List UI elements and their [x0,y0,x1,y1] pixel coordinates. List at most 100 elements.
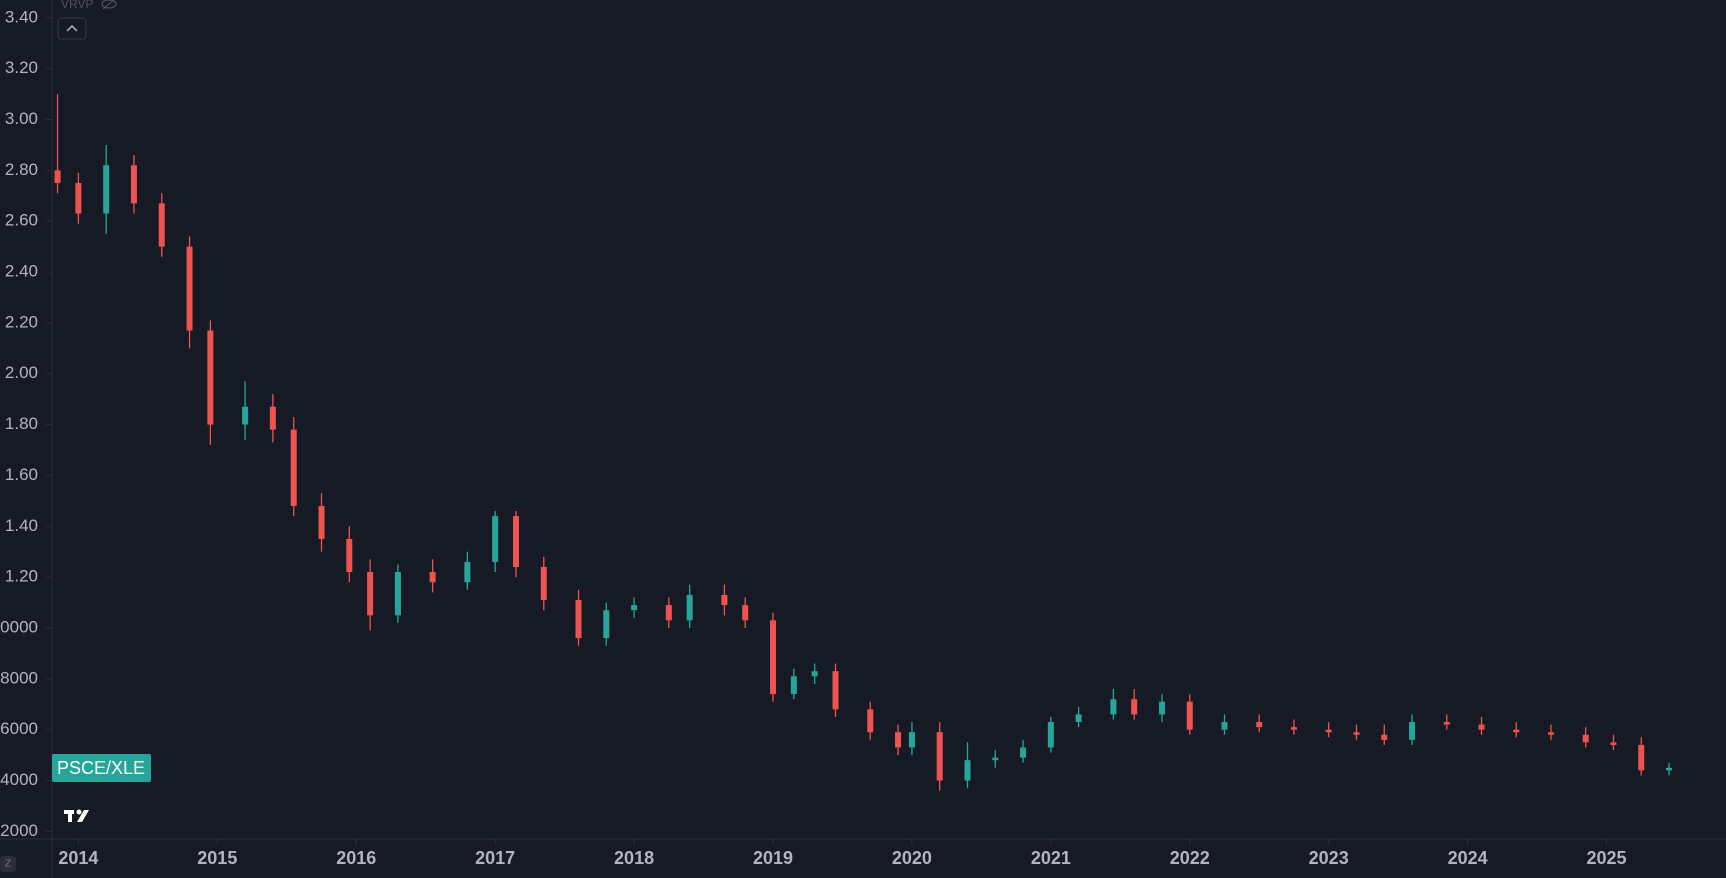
candle-body [1353,732,1360,735]
candle [512,511,519,578]
candle-body [318,505,325,539]
x-tick-label: 2019 [753,848,793,868]
x-tick-label: 2014 [58,848,98,868]
x-tick-label: 2018 [614,848,654,868]
x-tick-label: 2023 [1309,848,1349,868]
candle [575,589,582,646]
y-tick-label: 0.4000 [0,770,38,789]
symbol-label: PSCE/XLE [57,758,145,778]
candle-body [1610,742,1617,745]
candle-body [790,676,797,695]
x-tick-label: 2022 [1170,848,1210,868]
candle [346,526,353,583]
candle [811,663,818,684]
candle-body [936,732,943,781]
x-tick-label: 2015 [197,848,237,868]
candle-body [492,516,499,562]
y-tick-label: 2.00 [5,363,38,382]
candle-body [770,620,777,695]
logo [64,809,89,822]
candle [1666,762,1673,776]
candle [54,94,61,194]
candle-body [186,246,193,331]
visibility-icon[interactable] [101,0,117,10]
candle [665,597,672,628]
candle [686,584,693,628]
candle [318,493,325,552]
candle [1075,706,1082,728]
candle [367,559,374,631]
candle-body [1020,747,1027,758]
candle-body [1547,732,1554,735]
y-tick-label: 1.0000 [0,617,38,636]
candle-body [964,760,971,781]
candle-body [1047,722,1054,748]
candle [207,320,214,445]
candle [1110,688,1117,720]
x-tick-label: 2020 [892,848,932,868]
candle [1131,688,1138,720]
candle [1020,739,1027,763]
candle [540,556,547,611]
candle-body [103,165,110,214]
candle [895,724,902,756]
candle-body [992,757,999,761]
candle [1256,714,1263,733]
candle [721,584,728,616]
candle [832,663,839,717]
y-tick-label: 2.40 [5,262,38,281]
candle [290,416,297,517]
candle-body [158,203,165,247]
x-tick-label: 2017 [475,848,515,868]
candle [992,750,999,768]
candle-body [242,406,249,425]
candle [1547,724,1554,740]
candle [1186,694,1193,735]
candle-body [631,605,638,611]
collapse-button[interactable] [57,17,87,40]
candle-body [1513,729,1520,733]
candle [908,722,915,756]
candle-body [464,561,471,583]
candle [1158,694,1165,723]
candle [1047,716,1054,753]
candle-body [1186,701,1193,730]
candle [1290,719,1297,735]
x-tick-label: 2021 [1031,848,1071,868]
candle [429,559,436,593]
candle [1221,714,1228,735]
candle-body [429,572,436,583]
candle [1478,716,1485,735]
candle-body [1256,722,1263,728]
candle [742,597,749,628]
candle-body [742,605,749,621]
candle [603,602,610,646]
candle-body [1221,722,1228,730]
candle [1582,727,1589,748]
candle-body [130,165,137,204]
candle [242,381,249,440]
candle [964,742,971,789]
candle-body [895,732,902,748]
candle [1353,724,1360,740]
y-tick-label: 2.80 [5,160,38,179]
candle-body [575,600,582,639]
candle-body [512,516,519,567]
candle-body [346,538,353,573]
y-tick-label: 2.20 [5,312,38,331]
candle-body [540,566,547,601]
y-tick-label: 1.60 [5,465,38,484]
candle [770,612,777,702]
candle [790,668,797,700]
candle-body [1582,734,1589,743]
y-tick-label: 1.20 [5,567,38,586]
candle-body [665,605,672,621]
timezone-button[interactable] [0,856,16,872]
candle-body [1409,722,1416,740]
candle-body [394,572,401,616]
x-tick-label: 2025 [1587,848,1627,868]
candle [464,551,471,590]
candle-body [1075,714,1082,723]
